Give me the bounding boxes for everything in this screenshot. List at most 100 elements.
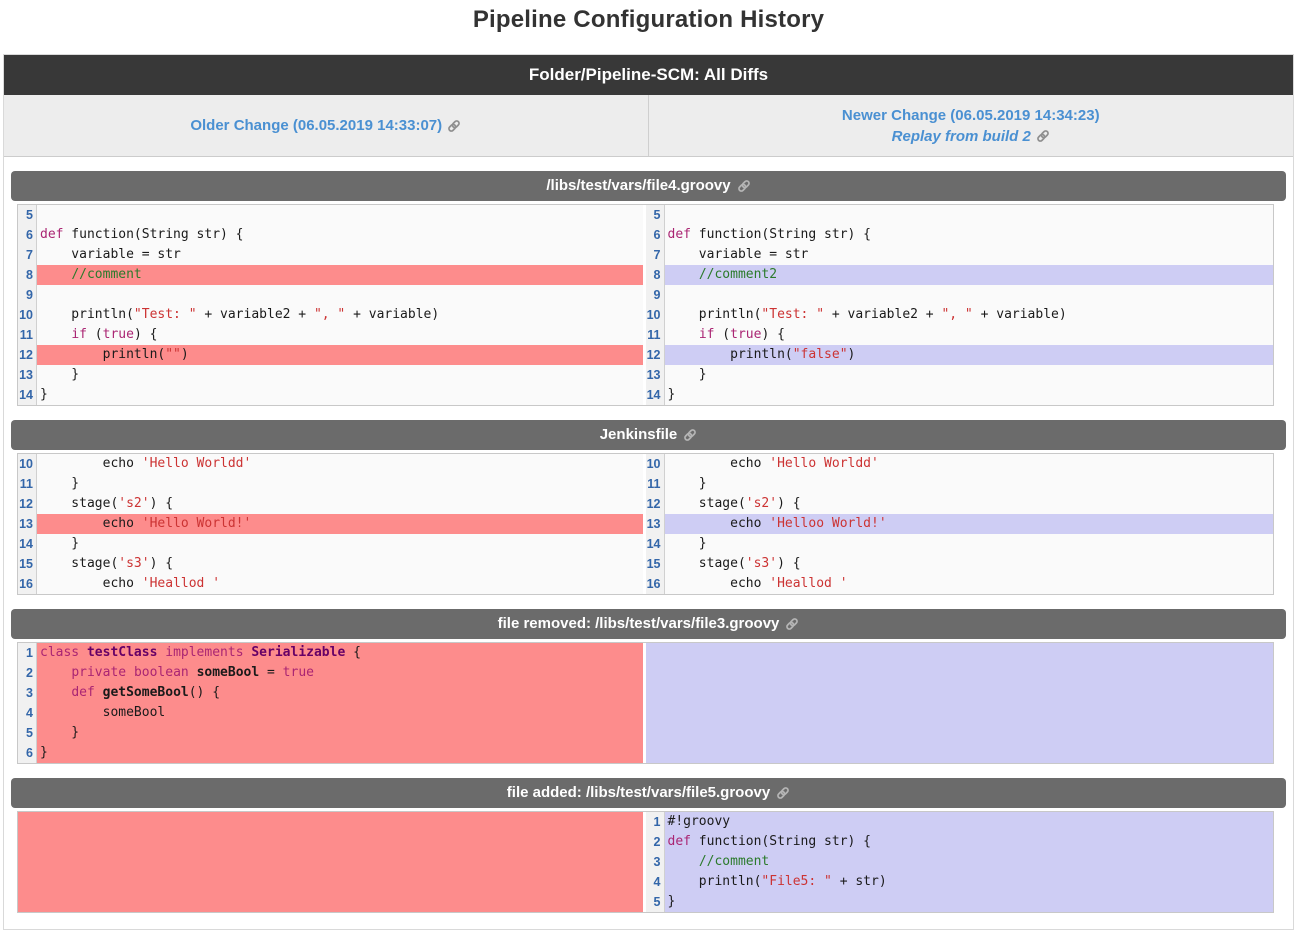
code-line: } <box>667 476 707 491</box>
code-line: stage('s3') { <box>40 556 174 571</box>
diff-section: Jenkinsfile 10 echo 'Hello Worldd' 11 } 12 … <box>4 420 1293 595</box>
link-icon[interactable] <box>447 119 461 133</box>
code-line: echo 'Heallod ' <box>40 576 221 591</box>
code-row <box>18 832 643 852</box>
code-line: } <box>40 536 80 551</box>
link-icon[interactable] <box>683 428 697 442</box>
code-row: 14} <box>18 385 643 405</box>
code-row: 8 //comment2 <box>645 265 1273 285</box>
code-line: private boolean someBool = true <box>37 663 643 683</box>
code-line: } <box>37 743 643 763</box>
code-row: 11 if (true) { <box>18 325 643 345</box>
code-row: 6 def function(String str) { <box>18 225 643 245</box>
link-icon[interactable] <box>737 179 751 193</box>
code-row: 7 variable = str <box>645 245 1274 265</box>
code-line: println("File5: " + str) <box>664 872 1273 892</box>
code-row <box>18 892 643 912</box>
code-line: variable = str <box>667 247 809 262</box>
code-row: 4 println("File5: " + str) <box>645 872 1273 892</box>
code-row <box>645 643 1273 663</box>
line-number: 7 <box>645 245 665 265</box>
code-line: } <box>40 367 80 382</box>
code-row <box>645 703 1273 723</box>
line-number: 14 <box>18 385 37 405</box>
line-number: 14 <box>645 385 665 405</box>
code-line: } <box>664 892 1273 912</box>
code-row <box>18 872 643 892</box>
code-row: 7 variable = str <box>18 245 643 265</box>
newer-pane: 1 #!groovy 2 def function(String str) {3 //… <box>645 812 1273 912</box>
code-row: 10 echo 'Hello Worldd' <box>18 454 643 474</box>
code-line: def getSomeBool() { <box>37 683 643 703</box>
code-line: } <box>40 387 48 402</box>
diff-file-header: /libs/test/vars/file4.groovy <box>11 171 1286 201</box>
code-row: 12 println("") <box>18 345 643 365</box>
line-number: 12 <box>18 494 37 514</box>
code-row: 14 } <box>645 534 1274 554</box>
line-number: 3 <box>645 852 665 872</box>
older-change-cell: Older Change (06.05.2019 14:33:07) <box>4 95 649 156</box>
line-number: 10 <box>645 305 665 325</box>
code-row: 9 <box>18 285 643 305</box>
code-row: 12 println("false") <box>645 345 1273 365</box>
code-line: //comment <box>664 852 1273 872</box>
code-line: //comment <box>37 265 643 285</box>
code-line: someBool <box>37 703 643 723</box>
code-line: class testClass implements Serializable … <box>37 643 643 663</box>
code-line: echo 'Hello World!' <box>37 514 643 534</box>
diff-table: 1 #!groovy 2 def function(String str) {3 //… <box>17 811 1274 913</box>
line-number: 11 <box>18 325 37 345</box>
code-row: 11 } <box>18 474 643 494</box>
added-filler <box>645 703 1273 723</box>
link-icon[interactable] <box>785 617 799 631</box>
diff-file-title: Jenkinsfile <box>599 426 678 443</box>
removed-filler <box>18 812 643 832</box>
code-row <box>645 663 1273 683</box>
line-number: 9 <box>645 285 665 305</box>
code-line: echo 'Heallod ' <box>667 576 848 591</box>
code-row: 2 private boolean someBool = true <box>18 663 643 683</box>
line-number: 10 <box>645 454 665 474</box>
code-row: 4 someBool <box>18 703 643 723</box>
replay-from-build-link[interactable]: Replay from build 2 <box>891 127 1031 145</box>
code-line: def function(String str) { <box>667 227 872 242</box>
newer-pane <box>645 643 1273 763</box>
code-row: 14} <box>645 385 1274 405</box>
link-icon[interactable] <box>1036 129 1050 143</box>
line-number: 13 <box>645 514 665 534</box>
line-number: 2 <box>645 832 665 852</box>
line-number: 15 <box>18 554 37 574</box>
code-line: if (true) { <box>71 327 158 342</box>
code-line: def function(String str) { <box>40 227 244 242</box>
line-number: 6 <box>645 225 665 245</box>
line-number: 9 <box>18 285 37 305</box>
code-row: 3 //comment <box>645 852 1273 872</box>
line-number: 11 <box>645 474 665 494</box>
line-number: 1 <box>645 812 665 832</box>
newer-change-link[interactable]: Newer Change (06.05.2019 14:34:23) <box>841 106 1100 124</box>
page-title: Pipeline Configuration History <box>472 6 825 33</box>
code-line: } <box>37 723 643 743</box>
code-row: 13 } <box>18 365 643 385</box>
change-nav-row: Older Change (06.05.2019 14:33:07) Newer… <box>4 95 1293 157</box>
diff-file-title: /libs/test/vars/file4.groovy <box>546 177 731 194</box>
line-number: 12 <box>645 345 665 365</box>
line-number: 11 <box>645 325 665 345</box>
code-line: } <box>40 476 80 491</box>
removed-filler <box>18 852 643 872</box>
code-row: 13 echo 'Hello World!' <box>18 514 643 534</box>
older-pane: 10 echo 'Hello Worldd' 11 } 12 stage('s2')… <box>18 454 646 594</box>
code-row: 13 } <box>645 365 1274 385</box>
code-row: 12 stage('s2') { <box>645 494 1274 514</box>
older-pane: 5 6 def function(String str) {7 variable =… <box>18 205 646 405</box>
line-number: 12 <box>18 345 37 365</box>
older-change-link[interactable]: Older Change (06.05.2019 14:33:07) <box>190 117 443 134</box>
code-row: 5 <box>645 205 1274 225</box>
code-row: 11 if (true) { <box>645 325 1274 345</box>
link-icon[interactable] <box>776 786 790 800</box>
line-number: 5 <box>18 723 37 743</box>
code-line: } <box>667 387 676 402</box>
code-line: println("Test: " + variable2 + ", " + va… <box>667 307 1067 322</box>
code-row: 15 stage('s3') { <box>18 554 643 574</box>
code-line: stage('s2') { <box>40 496 174 511</box>
